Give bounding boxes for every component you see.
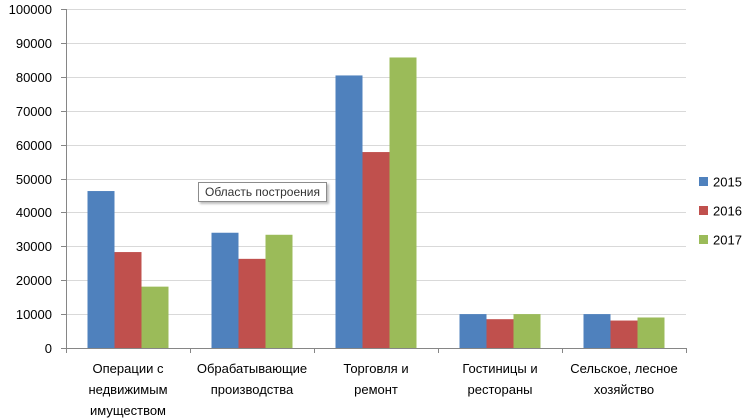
x-axis: Операции с недвижимым имуществом Обрабатыва… (66, 348, 687, 418)
x-category-label: ремонт (354, 382, 398, 397)
y-tick-label: 90000 (16, 36, 52, 51)
x-category-label: Гостиницы и (462, 361, 537, 376)
legend-swatch-2016 (699, 206, 708, 215)
x-category-label: Операции с (93, 361, 164, 376)
bar-2016-1 (238, 258, 266, 348)
bar-2017-3 (513, 314, 541, 348)
y-tick-label: 80000 (16, 70, 52, 85)
x-category-label: хозяйство (594, 382, 654, 397)
y-tick-label: 50000 (16, 172, 52, 187)
bar-2015-2 (335, 75, 363, 348)
x-category-label: производства (211, 382, 294, 397)
x-category-label: Сельское, лесное (570, 361, 678, 376)
legend: 2015 2016 2017 (699, 175, 742, 248)
x-category-label: Торговля и (343, 361, 408, 376)
x-category-label: имуществом (90, 403, 166, 418)
bar-2017-1 (265, 234, 293, 348)
bar-2016-3 (486, 319, 514, 348)
bar-2016-0 (114, 252, 142, 348)
bar-2015-4 (583, 314, 611, 348)
bar-2015-0 (87, 191, 115, 348)
y-tick-label: 60000 (16, 138, 52, 153)
bar-2017-0 (141, 286, 169, 348)
legend-label-2015: 2015 (713, 175, 742, 190)
y-tick-label: 20000 (16, 273, 52, 288)
bar-2016-4 (610, 320, 638, 348)
legend-swatch-2017 (699, 235, 708, 244)
y-tick-label: 10000 (16, 307, 52, 322)
y-tick-label: 40000 (16, 205, 52, 220)
legend-label-2017: 2017 (713, 233, 742, 248)
plot-area-tooltip: Область построения (198, 182, 327, 202)
y-axis-ticks: 0 10000 20000 30000 40000 50000 60000 70000 8000… (9, 2, 67, 356)
x-category-label: недвижимым (88, 382, 167, 397)
bar-2015-1 (211, 232, 239, 348)
x-category-label: Обрабатывающие (197, 361, 307, 376)
x-category-label: рестораны (468, 382, 533, 397)
legend-swatch-2015 (699, 177, 708, 186)
bar-2015-3 (459, 314, 487, 348)
y-tick-label: 30000 (16, 239, 52, 254)
y-tick-label: 70000 (16, 104, 52, 119)
y-tick-label: 100000 (9, 2, 52, 17)
bar-2017-2 (389, 57, 417, 349)
bars (87, 57, 665, 349)
bar-2017-4 (637, 317, 665, 348)
y-tick-label: 0 (45, 341, 52, 356)
legend-label-2016: 2016 (713, 204, 742, 219)
bar-2016-2 (362, 152, 390, 348)
